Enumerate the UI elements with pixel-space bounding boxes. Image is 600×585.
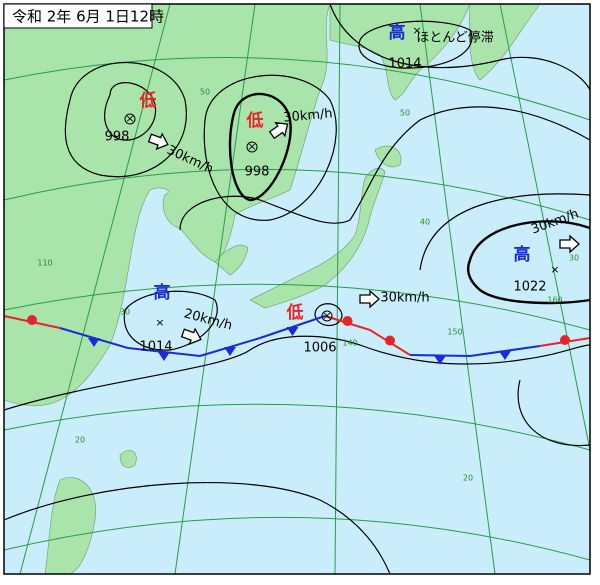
isobar (104, 82, 157, 141)
isobar (314, 303, 343, 327)
cold-front-symbol (434, 355, 446, 365)
graticule-label: 20 (463, 474, 473, 483)
graticule (3, 3, 591, 575)
motion-arrow (147, 132, 169, 151)
pressure: 1014 (139, 340, 172, 355)
cold-front-symbol (224, 347, 236, 356)
system-kind: 低 (286, 302, 304, 323)
center-x: × (247, 140, 256, 153)
motion-arrow (559, 234, 580, 254)
korea (214, 244, 249, 276)
pressure: 1022 (513, 280, 546, 295)
pressure: 998 (105, 130, 130, 145)
center-mark (321, 310, 333, 322)
kamchatka (469, 3, 541, 81)
graticule-label: 30 (120, 308, 130, 317)
asia (3, 3, 331, 407)
isobar (419, 193, 591, 271)
warm-front-symbol (560, 335, 570, 345)
graticule-label: 20 (75, 436, 85, 445)
front (3, 315, 591, 365)
motion: ほとんど停滞 (416, 30, 494, 46)
grid-line (499, 3, 591, 451)
hokkaido (374, 145, 402, 168)
isobar (517, 379, 591, 447)
graticule-label: 140 (342, 339, 357, 348)
isobar (203, 74, 337, 221)
system-kind: 低 (139, 90, 157, 111)
title: 令和 2年 6月 1日12時 (12, 8, 164, 26)
isobar (123, 290, 218, 351)
center-x: × (550, 263, 559, 276)
title-box (3, 3, 153, 29)
cold-front-symbol (158, 352, 170, 361)
graticule-label: 50 (200, 88, 210, 97)
isobar (329, 3, 591, 91)
motion: 30km/h (283, 106, 333, 125)
isobar (466, 220, 591, 305)
motion-arrow (268, 121, 289, 140)
cold-front-symbol (499, 351, 511, 360)
isobar (3, 482, 391, 575)
center-x: × (412, 24, 421, 37)
motion: 30km/h (380, 291, 429, 306)
isobar (228, 92, 292, 202)
grid-line (334, 3, 341, 575)
arrow-shape (180, 327, 202, 346)
arrow-shape (359, 289, 380, 309)
isobar (179, 106, 591, 231)
taiwan (119, 450, 137, 468)
center-mark (124, 113, 136, 125)
okhotsk-coast (329, 3, 471, 101)
graticule-label: 30 (569, 254, 579, 263)
center-mark (246, 141, 258, 153)
warm-front-symbol (27, 315, 37, 325)
system-kind: 低 (246, 110, 264, 131)
grid-line (3, 403, 591, 451)
center-x: × (322, 309, 331, 322)
arrow-shape (147, 132, 169, 151)
warm-front-symbol (342, 316, 353, 326)
motion-arrow (359, 289, 380, 309)
land (3, 3, 541, 575)
isobars (3, 3, 591, 575)
grid-line (3, 283, 591, 331)
system-kind: 高 (389, 22, 406, 43)
motion-arrow (180, 327, 202, 346)
graticule-label: 110 (37, 259, 52, 268)
pressure: 1014 (388, 57, 421, 72)
graticule-label: 160 (547, 296, 562, 305)
graticule-label: 50 (400, 109, 410, 118)
pressure: 1006 (303, 341, 336, 356)
pressure: 998 (245, 165, 270, 180)
cold-front-symbol (286, 327, 299, 336)
cold-front-symbol (88, 338, 100, 347)
grid-line (3, 57, 591, 121)
grid-line (419, 3, 496, 575)
center-x: × (125, 112, 134, 125)
center-x: × (155, 316, 164, 329)
grid-line (3, 516, 591, 561)
system-kind: 高 (154, 282, 171, 303)
arrow-shape (559, 234, 580, 254)
grid-line (19, 3, 171, 575)
arrow-shape (268, 121, 289, 140)
isobar (64, 61, 187, 178)
system-kind: 高 (514, 244, 531, 265)
graticule-label: 40 (420, 218, 430, 227)
isobar (3, 335, 591, 411)
warm-front-symbol (385, 335, 395, 346)
graticule-label: 150 (447, 328, 462, 337)
isobar (358, 20, 473, 69)
map-border (3, 3, 591, 575)
